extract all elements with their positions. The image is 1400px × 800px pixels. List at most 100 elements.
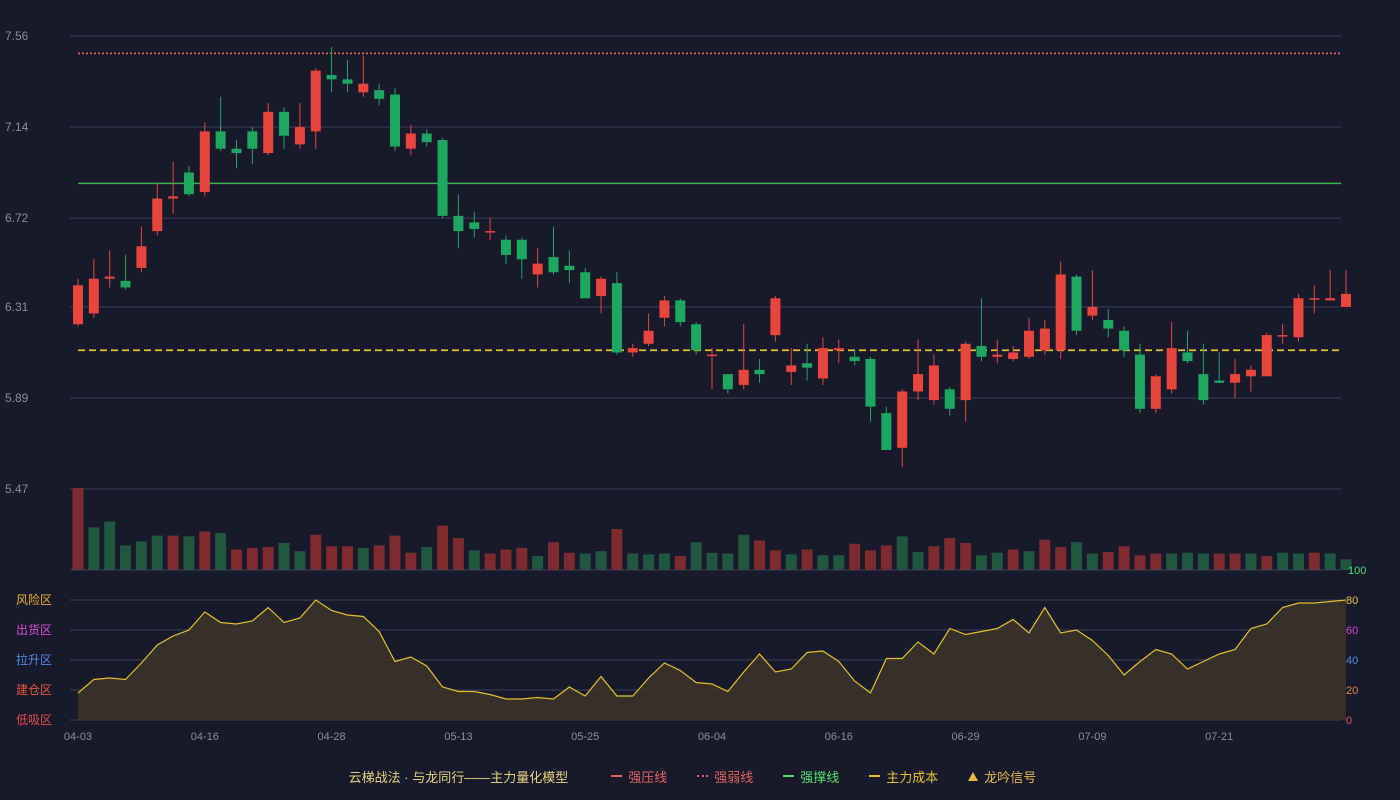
candle-body (294, 127, 305, 145)
indicator-zone-label: 风险区 (16, 592, 52, 607)
price-tick-label: 5.47 (5, 482, 29, 496)
volume-bar (246, 547, 258, 570)
candle-body (405, 133, 416, 149)
volume-bar (310, 534, 322, 570)
volume-bar (595, 551, 607, 570)
volume-bar (627, 553, 639, 570)
price-tick-label: 5.89 (5, 391, 29, 405)
candle-body (120, 280, 131, 288)
legend-item-strong-support[interactable]: 强撑线 (783, 767, 839, 786)
candle-body (136, 246, 147, 268)
volume-bar (801, 549, 813, 570)
volume-bar (1308, 552, 1320, 570)
candle-body (1230, 374, 1241, 383)
volume-bar (548, 542, 559, 570)
volume-bar (1324, 553, 1336, 570)
volume-bar (1292, 553, 1304, 570)
volume-bar (563, 552, 575, 570)
volume-bar (579, 553, 591, 570)
indicator-zone-label: 低吸区 (16, 713, 52, 727)
candle-body (1039, 328, 1050, 351)
candle-body (1134, 354, 1145, 409)
volume-bar (738, 534, 750, 570)
candle-body (707, 354, 717, 357)
candle-body (73, 285, 83, 325)
volume-bar (72, 488, 84, 570)
candle-body (833, 348, 844, 351)
candle-body (770, 298, 781, 336)
candle-body (1103, 319, 1114, 329)
candle-body (675, 300, 686, 323)
volume-bar (1277, 552, 1289, 570)
candle-body (627, 348, 638, 353)
chart-legend: 云梯战法 · 与龙同行——主力量化模型 强压线 强弱线 强撑线 主力成本 龙吟信… (0, 765, 1400, 787)
legend-label: 主力成本 (886, 769, 939, 785)
candle-body (1071, 276, 1082, 331)
volume-bar (896, 536, 908, 570)
candle-body (548, 257, 559, 273)
candle-body (1325, 298, 1336, 301)
volume-bar (326, 546, 338, 570)
candle-body (1198, 374, 1209, 401)
candle-body (1024, 330, 1034, 357)
legend-item-dragon-signal[interactable]: 龙吟信号 (968, 767, 1036, 786)
candle-body (500, 239, 511, 255)
volume-bar (452, 538, 464, 570)
legend-label: 强弱线 (714, 769, 754, 785)
volume-bar (817, 555, 829, 570)
volume-bar (643, 554, 655, 570)
volume-bar (405, 552, 417, 570)
candle-body (437, 140, 448, 216)
candle-body (659, 300, 670, 318)
indicator-zone-label: 建仓区 (16, 683, 52, 697)
legend-item-main-cost[interactable]: 主力成本 (869, 767, 938, 786)
volume-bar (341, 546, 353, 570)
candle-body (152, 198, 163, 232)
candle-body (183, 172, 194, 195)
candle-body (88, 278, 99, 314)
candle-body (1008, 352, 1019, 359)
candle-body (976, 345, 987, 357)
price-tick-label: 7.14 (5, 120, 29, 134)
volume-top-label: 100 (1348, 565, 1366, 577)
date-tick-label: 04-16 (191, 731, 219, 743)
volume-bar (1340, 559, 1352, 570)
volume-bar (1166, 553, 1178, 570)
volume-bar (611, 529, 623, 570)
legend-label: 龙吟信号 (984, 769, 1037, 785)
legend-label: 强撑线 (800, 769, 840, 785)
candle-body (865, 358, 876, 407)
candle-body (279, 111, 290, 136)
strong-support-swatch (783, 775, 795, 777)
volume-bar (151, 535, 163, 570)
date-tick-label: 05-25 (571, 731, 599, 743)
legend-label: 强压线 (628, 769, 668, 785)
volume-bar (1007, 549, 1019, 570)
candle-body (390, 94, 400, 147)
volume-bar (167, 535, 179, 570)
legend-item-strength-line[interactable]: 强弱线 (697, 767, 753, 786)
volume-bars: 100 (70, 488, 1366, 577)
candle-body (485, 231, 496, 233)
candle-body (310, 70, 321, 132)
candle-body (342, 79, 353, 84)
candle-body (817, 348, 828, 379)
volume-bar (1055, 547, 1067, 570)
candle-body (263, 111, 274, 154)
volume-bar (769, 550, 781, 570)
volume-bar (516, 547, 528, 570)
volume-bar (135, 541, 147, 570)
candle-body (786, 365, 797, 372)
candle-body (881, 413, 892, 450)
volume-bar (1134, 555, 1146, 570)
candle-body (1277, 335, 1288, 337)
legend-item-strong-pressure[interactable]: 强压线 (611, 767, 667, 786)
volume-bar (183, 536, 195, 570)
volume-bar (294, 551, 306, 570)
price-tick-label: 7.56 (5, 29, 29, 43)
volume-bar (706, 552, 718, 570)
strong-pressure-swatch (611, 775, 623, 777)
date-tick-label: 06-29 (952, 731, 980, 743)
volume-bar (1023, 551, 1035, 570)
